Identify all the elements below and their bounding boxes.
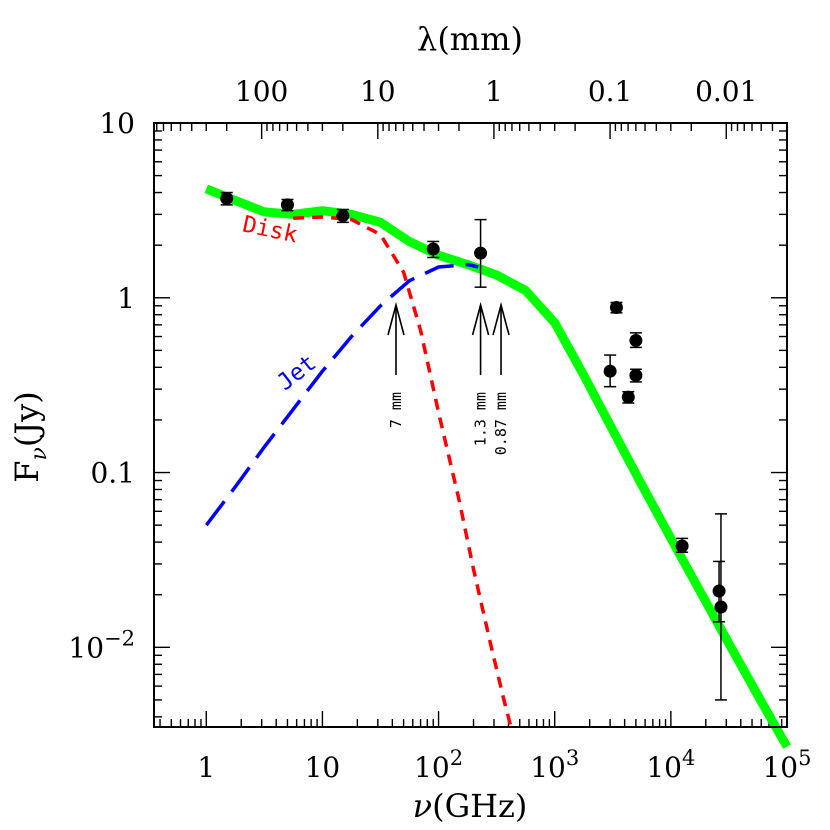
arrowhead (387, 301, 405, 336)
x-axis-label: ν(GHz) (413, 787, 528, 825)
top-tick-label: 100 (235, 75, 288, 108)
y-tick-label: 10−2 (68, 626, 135, 664)
x-tick-label: 10 (305, 751, 341, 784)
jet-model-line (204, 262, 479, 527)
arrowhead (471, 301, 490, 336)
y-tick-label: 1 (117, 282, 135, 315)
x-tick-label: 103 (530, 746, 579, 784)
x-tick-label: 1 (197, 751, 215, 784)
x-tick-label: 102 (414, 746, 463, 784)
ticks-layer (154, 122, 788, 727)
data-point (426, 242, 440, 256)
data-point (336, 209, 350, 223)
annotation-label: 1.3 mm (472, 392, 490, 446)
annotation-label: 7 mm (387, 392, 405, 428)
data-point (609, 300, 623, 314)
arrowhead (492, 301, 510, 336)
plot-frame (153, 122, 788, 728)
disk-model-line (293, 215, 513, 728)
top-tick-label: 0.01 (695, 75, 757, 108)
data-point (712, 584, 726, 598)
data-point (714, 600, 728, 614)
top-tick-label: 0.1 (588, 75, 633, 108)
top-axis-label: λ(mm) (417, 20, 523, 58)
top-tick-label: 10 (360, 75, 396, 108)
points-layer (220, 191, 728, 701)
data-point (220, 191, 234, 205)
data-point (621, 390, 635, 404)
top-tick-label: 1 (485, 75, 503, 108)
x-tick-label: 105 (762, 746, 811, 784)
annotation-layer: 7 mm 1.3 mm 0.87 mm (387, 301, 510, 455)
data-point (280, 198, 294, 212)
data-point (474, 246, 488, 260)
data-point (603, 364, 617, 378)
y-axis-label: Fν(Jy) (8, 391, 52, 482)
y-tick-label: 0.1 (90, 457, 135, 490)
x-tick-label: 104 (646, 746, 695, 784)
total-model-line (204, 184, 791, 749)
labels-layer: 1 10 102 103 104 105 10 1 0.1 10−2 100 10 1 0.1 0.01 ν(… (8, 20, 812, 825)
data-point (675, 539, 689, 553)
data-point (629, 368, 643, 382)
jet-series-label: Jet (273, 350, 322, 396)
y-tick-label: 10 (99, 107, 135, 140)
data-point (629, 333, 643, 347)
annotation-label: 0.87 mm (492, 392, 510, 455)
series-layer (204, 184, 791, 749)
